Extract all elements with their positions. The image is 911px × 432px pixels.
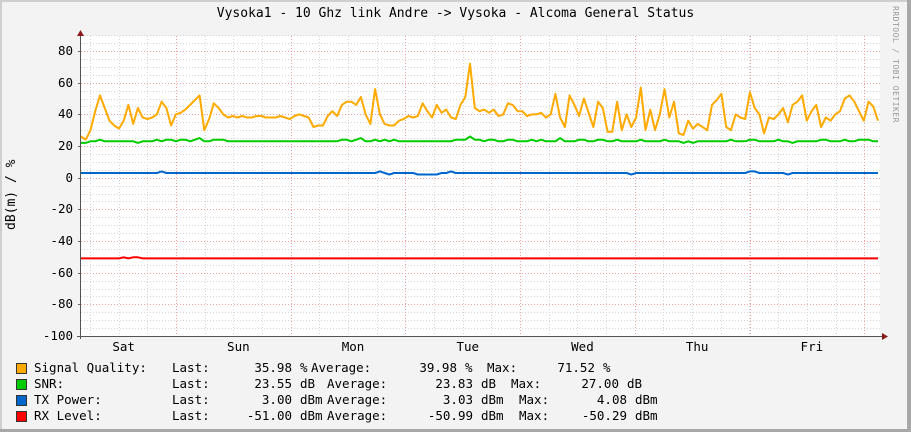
chart-title: Vysoka1 - 10 Ghz link Andre -> Vysoka - … bbox=[216, 6, 695, 21]
legend-average-label: Average: bbox=[327, 376, 388, 391]
legend-swatch-icon bbox=[16, 395, 27, 406]
legend-series-name: RX Level: bbox=[34, 408, 102, 423]
y-axis-title: dB(m) / % bbox=[4, 159, 19, 230]
legend-average-unit: dBm bbox=[481, 408, 504, 423]
legend-series-name: TX Power: bbox=[34, 392, 102, 407]
y-axis-arrow-icon bbox=[77, 30, 84, 36]
legend-last-unit: dBm bbox=[300, 408, 323, 423]
legend-max-value: 4.08 bbox=[596, 392, 627, 407]
legend-last-label: Last: bbox=[172, 392, 210, 407]
legend-swatch-icon bbox=[16, 411, 27, 422]
legend-max-label: Max: bbox=[519, 392, 550, 407]
legend-last-label: Last: bbox=[172, 360, 210, 375]
y-tick-label: -60 bbox=[50, 264, 73, 280]
y-tick-label: -80 bbox=[50, 296, 73, 312]
legend-max-label: Max: bbox=[519, 408, 550, 423]
y-tick-label: -40 bbox=[50, 233, 73, 249]
series-line-tx-power bbox=[81, 170, 878, 176]
x-tick-label: Mon bbox=[341, 339, 365, 354]
x-tick-label: Wed bbox=[571, 339, 594, 354]
rrdtool-watermark: RRDTOOL / TOBI OETIKER bbox=[891, 6, 900, 123]
frame-top bbox=[0, 0, 911, 2]
legend-max-value: 27.00 bbox=[581, 376, 619, 391]
legend-last-value: -51.00 bbox=[246, 408, 292, 423]
x-tick-label: Sun bbox=[227, 339, 250, 354]
legend-average-value: 23.83 bbox=[435, 376, 473, 391]
legend-last-value: 3.00 bbox=[261, 392, 292, 407]
frame-left bbox=[0, 0, 2, 432]
legend-max-unit: % bbox=[603, 360, 611, 375]
legend-last-label: Last: bbox=[172, 376, 210, 391]
legend-average-label: Average: bbox=[327, 392, 388, 407]
frame-right bbox=[907, 0, 911, 432]
legend-average-label: Average: bbox=[327, 408, 388, 423]
legend-average-value: 39.98 bbox=[419, 360, 457, 375]
legend-last-value: 23.55 bbox=[254, 376, 292, 391]
legend-max-label: Max: bbox=[487, 360, 518, 375]
series-line-snr bbox=[81, 135, 878, 144]
legend-average-unit: % bbox=[465, 360, 473, 375]
legend-series-name: Signal Quality: bbox=[34, 360, 147, 375]
y-tick-label: 80 bbox=[57, 43, 73, 59]
legend-last-unit: % bbox=[300, 360, 308, 375]
x-tick-label: Fri bbox=[800, 339, 824, 354]
legend-swatch-icon bbox=[16, 363, 27, 374]
x-tick-label: Sat bbox=[112, 339, 135, 354]
y-tick-label: -100 bbox=[42, 328, 73, 343]
legend-last-value: 35.98 bbox=[254, 360, 292, 375]
x-tick-label: Tue bbox=[456, 339, 480, 354]
series-line-rx-level bbox=[81, 256, 878, 260]
legend-average-unit: dB bbox=[481, 376, 497, 391]
legend-series-name: SNR: bbox=[34, 376, 65, 391]
legend-max-value: -50.29 bbox=[581, 408, 627, 423]
frame-bottom bbox=[0, 429, 911, 432]
legend-last-unit: dB bbox=[300, 376, 316, 391]
legend-max-unit: dBm bbox=[635, 392, 658, 407]
legend-max-unit: dBm bbox=[635, 408, 658, 423]
y-tick-label: 60 bbox=[57, 74, 73, 90]
legend-last-label: Last: bbox=[172, 408, 210, 423]
y-tick-label: -20 bbox=[50, 201, 73, 217]
legend-max-value: 71.52 bbox=[557, 360, 595, 375]
legend-average-value: 3.03 bbox=[442, 392, 473, 407]
legend-average-label: Average: bbox=[311, 360, 372, 375]
legend-last-unit: dBm bbox=[300, 392, 323, 407]
x-axis-arrow-icon bbox=[882, 333, 888, 340]
y-tick-label: 40 bbox=[57, 106, 73, 122]
legend-average-value: -50.99 bbox=[427, 408, 473, 423]
legend-average-unit: dBm bbox=[481, 392, 504, 407]
legend-swatch-icon bbox=[16, 379, 27, 390]
series-line-signal-quality bbox=[80, 62, 879, 141]
y-tick-label: 0 bbox=[65, 169, 73, 185]
legend-max-label: Max: bbox=[511, 376, 542, 391]
x-tick-label: Thu bbox=[685, 339, 709, 354]
y-tick-label: 20 bbox=[57, 138, 73, 154]
legend-max-unit: dB bbox=[627, 376, 643, 391]
